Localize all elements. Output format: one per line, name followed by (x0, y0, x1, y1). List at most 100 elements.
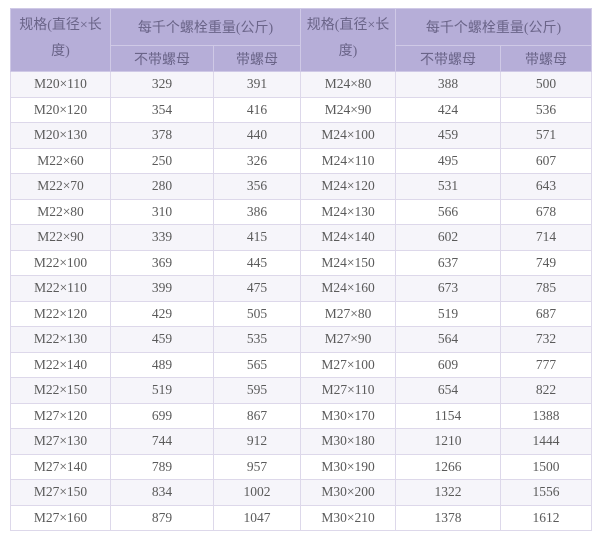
cell-without-nut-left: 744 (110, 428, 214, 455)
weight-group-header-right: 每千个螺栓重量(公斤) (395, 8, 593, 46)
cell-without-nut-right: 519 (395, 300, 502, 327)
cell-without-nut-left: 459 (110, 326, 214, 353)
subheader-row: 不带螺母 带螺母 不带螺母 带螺母 (11, 45, 593, 72)
cell-spec-right: M24×160 (300, 275, 397, 302)
cell-with-nut-right: 607 (500, 147, 593, 174)
cell-spec-left: M22×140 (10, 351, 111, 378)
cell-spec-left: M27×140 (10, 453, 111, 480)
cell-without-nut-left: 429 (110, 300, 214, 327)
cell-spec-left: M22×150 (10, 377, 111, 404)
cell-with-nut-right: 571 (500, 122, 593, 149)
cell-without-nut-left: 489 (110, 351, 214, 378)
cell-without-nut-right: 1210 (395, 428, 502, 455)
cell-spec-right: M30×210 (300, 504, 397, 531)
cell-spec-right: M24×90 (300, 96, 397, 123)
cell-with-nut-left: 1002 (212, 479, 302, 506)
cell-with-nut-left: 391 (212, 71, 302, 98)
cell-spec-right: M27×80 (300, 300, 397, 327)
cell-spec-left: M22×130 (10, 326, 111, 353)
cell-without-nut-right: 602 (395, 224, 502, 251)
cell-without-nut-right: 424 (395, 96, 502, 123)
cell-with-nut-right: 777 (500, 351, 593, 378)
cell-without-nut-left: 339 (110, 224, 214, 251)
cell-spec-right: M24×80 (300, 71, 397, 98)
cell-without-nut-right: 388 (395, 71, 502, 98)
cell-spec-right: M27×100 (300, 351, 397, 378)
cell-spec-left: M27×120 (10, 402, 111, 429)
cell-spec-left: M27×160 (10, 504, 111, 531)
cell-spec-left: M22×100 (10, 249, 111, 276)
cell-with-nut-left: 957 (212, 453, 302, 480)
table-row: M27×140 789 957 M30×190 1266 1500 (10, 453, 593, 480)
cell-with-nut-left: 595 (212, 377, 302, 404)
bolt-weight-table: 规格(直径×长度) 每千个螺栓重量(公斤) 规格(直径×长度) 每千个螺栓重量(… (10, 8, 593, 531)
cell-spec-left: M22×80 (10, 198, 111, 225)
cell-with-nut-left: 386 (212, 198, 302, 225)
table-row: M22×100 369 445 M24×150 637 749 (10, 249, 593, 276)
cell-without-nut-left: 354 (110, 96, 214, 123)
cell-without-nut-left: 310 (110, 198, 214, 225)
without-nut-header-left: 不带螺母 (110, 45, 214, 72)
cell-spec-left: M22×70 (10, 173, 111, 200)
cell-with-nut-right: 500 (500, 71, 593, 98)
cell-spec-left: M27×150 (10, 479, 111, 506)
header-row: 规格(直径×长度) 每千个螺栓重量(公斤) 规格(直径×长度) 每千个螺栓重量(… (10, 8, 593, 72)
cell-without-nut-right: 459 (395, 122, 502, 149)
cell-with-nut-left: 867 (212, 402, 302, 429)
cell-with-nut-right: 1556 (500, 479, 593, 506)
cell-spec-right: M24×120 (300, 173, 397, 200)
cell-with-nut-right: 1444 (500, 428, 593, 455)
cell-without-nut-right: 1266 (395, 453, 502, 480)
table-row: M22×120 429 505 M27×80 519 687 (10, 300, 593, 327)
cell-without-nut-right: 673 (395, 275, 502, 302)
cell-without-nut-right: 566 (395, 198, 502, 225)
cell-without-nut-right: 609 (395, 351, 502, 378)
table-row: M22×70 280 356 M24×120 531 643 (10, 173, 593, 200)
cell-with-nut-right: 732 (500, 326, 593, 353)
cell-spec-right: M27×110 (300, 377, 397, 404)
cell-with-nut-left: 535 (212, 326, 302, 353)
cell-spec-right: M30×180 (300, 428, 397, 455)
cell-spec-left: M22×120 (10, 300, 111, 327)
cell-with-nut-left: 1047 (212, 504, 302, 531)
cell-without-nut-left: 250 (110, 147, 214, 174)
cell-spec-right: M24×150 (300, 249, 397, 276)
table-row: M22×60 250 326 M24×110 495 607 (10, 147, 593, 174)
cell-spec-left: M20×110 (10, 71, 111, 98)
cell-with-nut-right: 643 (500, 173, 593, 200)
cell-with-nut-right: 749 (500, 249, 593, 276)
cell-without-nut-right: 1154 (395, 402, 502, 429)
cell-with-nut-right: 1500 (500, 453, 593, 480)
table-row: M20×130 378 440 M24×100 459 571 (10, 122, 593, 149)
cell-with-nut-right: 678 (500, 198, 593, 225)
cell-with-nut-left: 415 (212, 224, 302, 251)
cell-with-nut-left: 356 (212, 173, 302, 200)
table-row: M27×150 834 1002 M30×200 1322 1556 (10, 479, 593, 506)
table-row: M22×90 339 415 M24×140 602 714 (10, 224, 593, 251)
cell-with-nut-left: 475 (212, 275, 302, 302)
spec-header-left: 规格(直径×长度) (10, 8, 111, 72)
cell-spec-right: M30×170 (300, 402, 397, 429)
cell-spec-left: M22×110 (10, 275, 111, 302)
cell-without-nut-right: 495 (395, 147, 502, 174)
cell-spec-right: M30×200 (300, 479, 397, 506)
cell-without-nut-left: 834 (110, 479, 214, 506)
cell-without-nut-left: 378 (110, 122, 214, 149)
cell-without-nut-right: 1322 (395, 479, 502, 506)
cell-spec-right: M30×190 (300, 453, 397, 480)
cell-without-nut-left: 399 (110, 275, 214, 302)
weight-group-header-left: 每千个螺栓重量(公斤) (109, 8, 302, 46)
cell-without-nut-right: 1378 (395, 504, 502, 531)
cell-with-nut-right: 536 (500, 96, 593, 123)
cell-with-nut-left: 326 (212, 147, 302, 174)
cell-spec-right: M27×90 (300, 326, 397, 353)
cell-spec-right: M24×130 (300, 198, 397, 225)
cell-spec-left: M22×90 (10, 224, 111, 251)
table-row: M27×130 744 912 M30×180 1210 1444 (10, 428, 593, 455)
cell-with-nut-right: 714 (500, 224, 593, 251)
table-row: M20×120 354 416 M24×90 424 536 (10, 96, 593, 123)
table-row: M22×80 310 386 M24×130 566 678 (10, 198, 593, 225)
without-nut-header-right: 不带螺母 (395, 45, 502, 72)
cell-without-nut-right: 564 (395, 326, 502, 353)
cell-with-nut-left: 416 (212, 96, 302, 123)
